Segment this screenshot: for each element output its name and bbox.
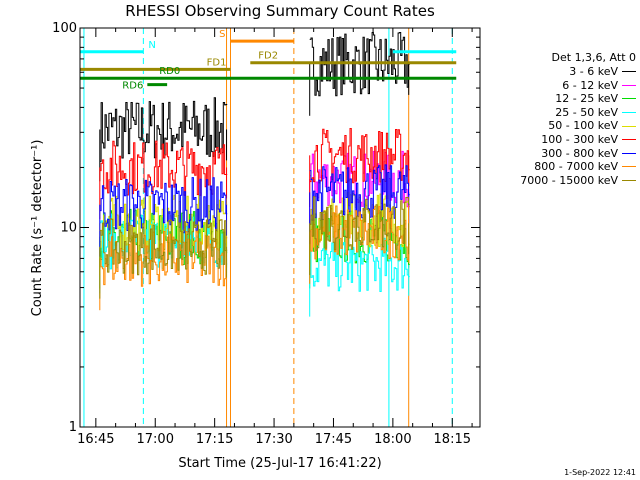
- x-tick-label: 17:15: [196, 432, 233, 447]
- legend-swatch: [622, 125, 636, 127]
- series-trace: [309, 164, 410, 221]
- y-tick-label: 1: [69, 420, 77, 435]
- legend-swatch: [622, 98, 636, 100]
- legend-swatch: [622, 180, 636, 182]
- x-tick-label: 17:45: [315, 432, 352, 447]
- legend-swatch: [622, 166, 636, 168]
- series-trace: [309, 128, 410, 184]
- y-axis-label: Count Rate (s⁻¹ detector⁻¹): [30, 140, 45, 317]
- legend-swatch: [622, 139, 636, 141]
- x-axis-label: Start Time (25-Jul-17 16:41:22): [178, 456, 381, 471]
- legend-label: 50 - 100 keV: [548, 119, 618, 133]
- flag-label: FD2: [258, 51, 278, 62]
- x-tick-label: 18:15: [434, 432, 471, 447]
- legend-label: 12 - 25 keV: [555, 92, 618, 106]
- legend-label: 300 - 800 keV: [541, 146, 618, 160]
- legend-label: 6 - 12 keV: [562, 78, 618, 92]
- series-trace: [309, 196, 410, 251]
- series-layer: [99, 32, 410, 317]
- series-trace: [309, 236, 410, 292]
- legend-item: 800 - 7000 keV: [480, 160, 636, 174]
- series-trace: [99, 140, 228, 196]
- series-trace: [309, 150, 410, 208]
- legend-header: Det 1,3,6, Att 0: [551, 51, 636, 64]
- series-trace: [99, 230, 228, 287]
- y-tick-label: 100: [52, 21, 77, 36]
- series-trace: [99, 97, 228, 162]
- legend-item: 12 - 25 keV: [480, 92, 636, 106]
- legend-swatch: [622, 71, 636, 73]
- legend-label: 25 - 50 keV: [555, 105, 618, 119]
- legend-item: 6 - 12 keV: [480, 79, 636, 93]
- legend-item: 100 - 300 keV: [480, 133, 636, 147]
- flag-label: FD1: [207, 57, 227, 68]
- legend: Det 1,3,6, Att 0 3 - 6 keV 6 - 12 keV 12 -…: [480, 50, 636, 187]
- flag-label: S: [219, 29, 225, 40]
- flag-label: N: [148, 40, 155, 51]
- legend-swatch: [622, 112, 636, 114]
- chart-title: RHESSI Observing Summary Count Rates: [125, 2, 435, 20]
- flag-label: RD6: [122, 81, 143, 92]
- series-trace: [99, 218, 228, 276]
- axis-ticks: 16:45 17:00 17:15 17:30 17:45 18:00 18:15 1 10 10…: [52, 21, 480, 447]
- series-trace: [99, 177, 228, 234]
- series-trace: [309, 205, 410, 261]
- flags-layer: N S FD1 FD2 RD0 RD6: [80, 29, 457, 92]
- x-tick-label: 18:00: [374, 432, 411, 447]
- legend-swatch: [622, 84, 636, 86]
- legend-item: 7000 - 15000 keV: [480, 174, 636, 188]
- flag-label: RD0: [159, 66, 180, 77]
- legend-label: 100 - 300 keV: [541, 132, 618, 146]
- legend-label: 800 - 7000 keV: [534, 160, 618, 174]
- generation-timestamp: 1-Sep-2022 12:41: [564, 468, 636, 477]
- y-tick-label: 10: [60, 221, 77, 236]
- legend-item: 3 - 6 keV: [480, 65, 636, 79]
- x-tick-label: 16:45: [77, 432, 114, 447]
- legend-label: 7000 - 15000 keV: [520, 173, 618, 187]
- legend-label: 3 - 6 keV: [569, 65, 618, 78]
- legend-item: 25 - 50 keV: [480, 106, 636, 120]
- legend-item: 50 - 100 keV: [480, 119, 636, 133]
- x-tick-label: 17:30: [255, 432, 292, 447]
- legend-swatch: [622, 152, 636, 154]
- x-tick-label: 17:00: [137, 432, 174, 447]
- legend-item: 300 - 800 keV: [480, 147, 636, 161]
